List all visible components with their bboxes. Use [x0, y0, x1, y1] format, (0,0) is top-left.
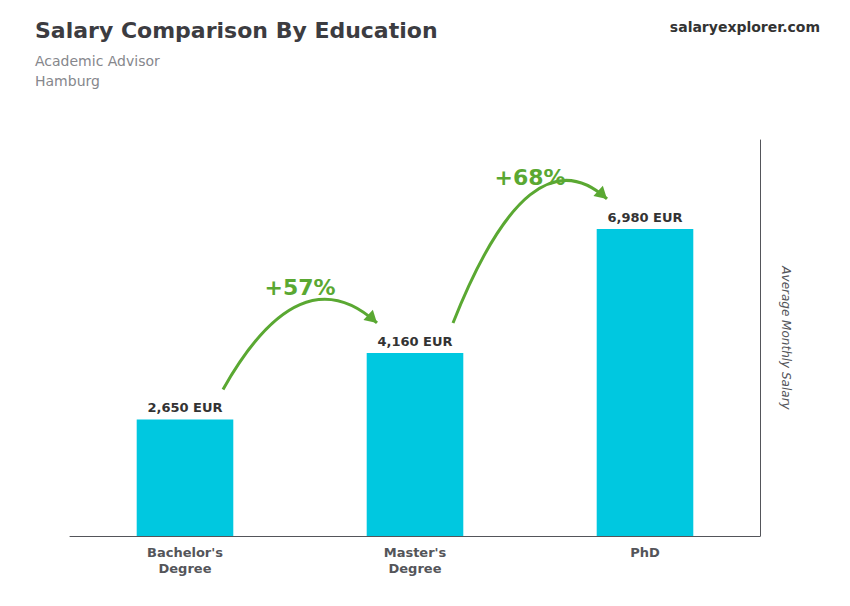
svg-text:Hamburg: Hamburg [35, 73, 100, 89]
svg-text:Average Monthly Salary: Average Monthly Salary [779, 265, 793, 410]
svg-text:PhD: PhD [630, 545, 660, 560]
svg-text:4,160 EUR: 4,160 EUR [377, 334, 452, 349]
svg-text:Master's: Master's [384, 545, 447, 560]
svg-text:+57%: +57% [264, 275, 335, 300]
svg-text:Degree: Degree [389, 561, 442, 576]
svg-text:Bachelor's: Bachelor's [147, 545, 223, 560]
svg-text:Degree: Degree [159, 561, 212, 576]
svg-text:salaryexplorer.com: salaryexplorer.com [670, 19, 820, 35]
svg-text:Salary Comparison By Education: Salary Comparison By Education [35, 18, 438, 43]
svg-text:+68%: +68% [494, 165, 565, 190]
svg-text:Academic Advisor: Academic Advisor [35, 53, 160, 69]
svg-text:2,650 EUR: 2,650 EUR [147, 400, 222, 415]
svg-text:6,980 EUR: 6,980 EUR [607, 210, 682, 225]
